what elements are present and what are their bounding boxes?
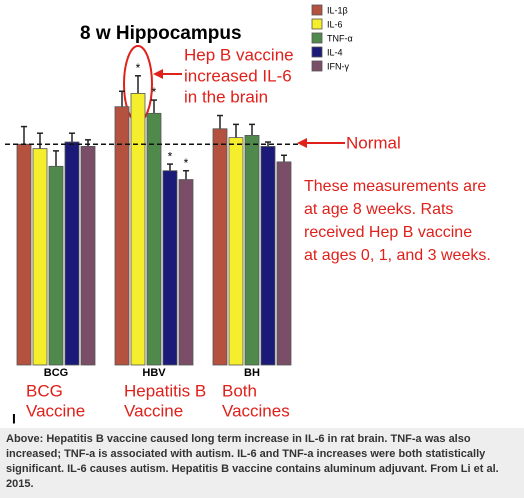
legend-label: IL-6 xyxy=(327,19,343,29)
legend-swatch xyxy=(311,4,323,16)
bar xyxy=(244,134,260,366)
annotation: in the brain xyxy=(184,87,268,106)
corner-mark: I xyxy=(12,411,16,427)
bar xyxy=(260,146,276,366)
legend-label: IL-4 xyxy=(327,47,343,57)
caption: Above: Hepatitis B vaccine caused long t… xyxy=(0,428,524,498)
bar xyxy=(276,161,292,366)
group-note: Vaccine xyxy=(26,401,85,420)
note: at age 8 weeks. Rats xyxy=(304,201,453,218)
x-tick-label: BCG xyxy=(44,367,68,379)
legend-swatch xyxy=(311,18,323,30)
group-note: Hepatitis B xyxy=(124,381,206,400)
legend-label: IL-1β xyxy=(327,5,348,15)
chart: 8 w Hippocampus I BCGBCGVaccineHBVHepati… xyxy=(5,4,491,427)
bar xyxy=(146,112,162,366)
significance-mark: * xyxy=(168,149,173,163)
annotation: increased IL-6 xyxy=(184,66,292,85)
arrow-head xyxy=(153,69,163,79)
bar xyxy=(228,137,244,366)
significance-mark: * xyxy=(152,85,157,99)
arrow-head xyxy=(297,138,307,148)
group-note: Both xyxy=(222,381,257,400)
legend-label: TNF-α xyxy=(327,33,353,43)
legend-swatch xyxy=(311,32,323,44)
bar xyxy=(212,128,228,366)
bar xyxy=(130,93,146,366)
x-tick-label: HBV xyxy=(142,367,166,379)
group-note: Vaccine xyxy=(124,401,183,420)
legend-swatch xyxy=(311,60,323,72)
annotation: Hep B vaccine xyxy=(184,45,294,64)
significance-mark: * xyxy=(136,61,141,75)
bar xyxy=(114,106,130,366)
bar xyxy=(178,179,194,366)
bar xyxy=(64,141,80,366)
bar xyxy=(80,146,96,366)
bar xyxy=(16,143,32,366)
bar xyxy=(48,165,64,366)
reference-label: Normal xyxy=(346,134,401,153)
bar xyxy=(32,148,48,366)
group-note: BCG xyxy=(26,381,63,400)
chart-title: 8 w Hippocampus xyxy=(80,23,242,44)
group-note: Vaccines xyxy=(222,401,290,420)
note: received Hep B vaccine xyxy=(304,224,472,241)
x-tick-label: BH xyxy=(244,367,260,379)
bar xyxy=(162,170,178,366)
significance-mark: * xyxy=(184,156,189,170)
note: These measurements are xyxy=(304,178,486,195)
legend-swatch xyxy=(311,46,323,58)
note: at ages 0, 1, and 3 weeks. xyxy=(304,247,491,264)
legend-label: IFN-γ xyxy=(327,61,349,71)
